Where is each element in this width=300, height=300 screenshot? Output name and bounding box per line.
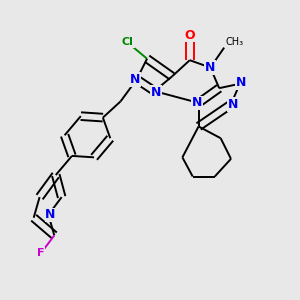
Text: N: N bbox=[236, 76, 247, 89]
Text: F: F bbox=[37, 248, 45, 258]
Text: N: N bbox=[151, 86, 161, 99]
Text: N: N bbox=[192, 96, 202, 110]
Text: O: O bbox=[184, 29, 195, 42]
Text: Cl: Cl bbox=[122, 37, 134, 47]
Text: N: N bbox=[130, 73, 140, 86]
Text: N: N bbox=[228, 98, 238, 111]
Text: N: N bbox=[45, 208, 56, 221]
Text: N: N bbox=[205, 61, 215, 74]
Text: CH₃: CH₃ bbox=[225, 37, 243, 47]
